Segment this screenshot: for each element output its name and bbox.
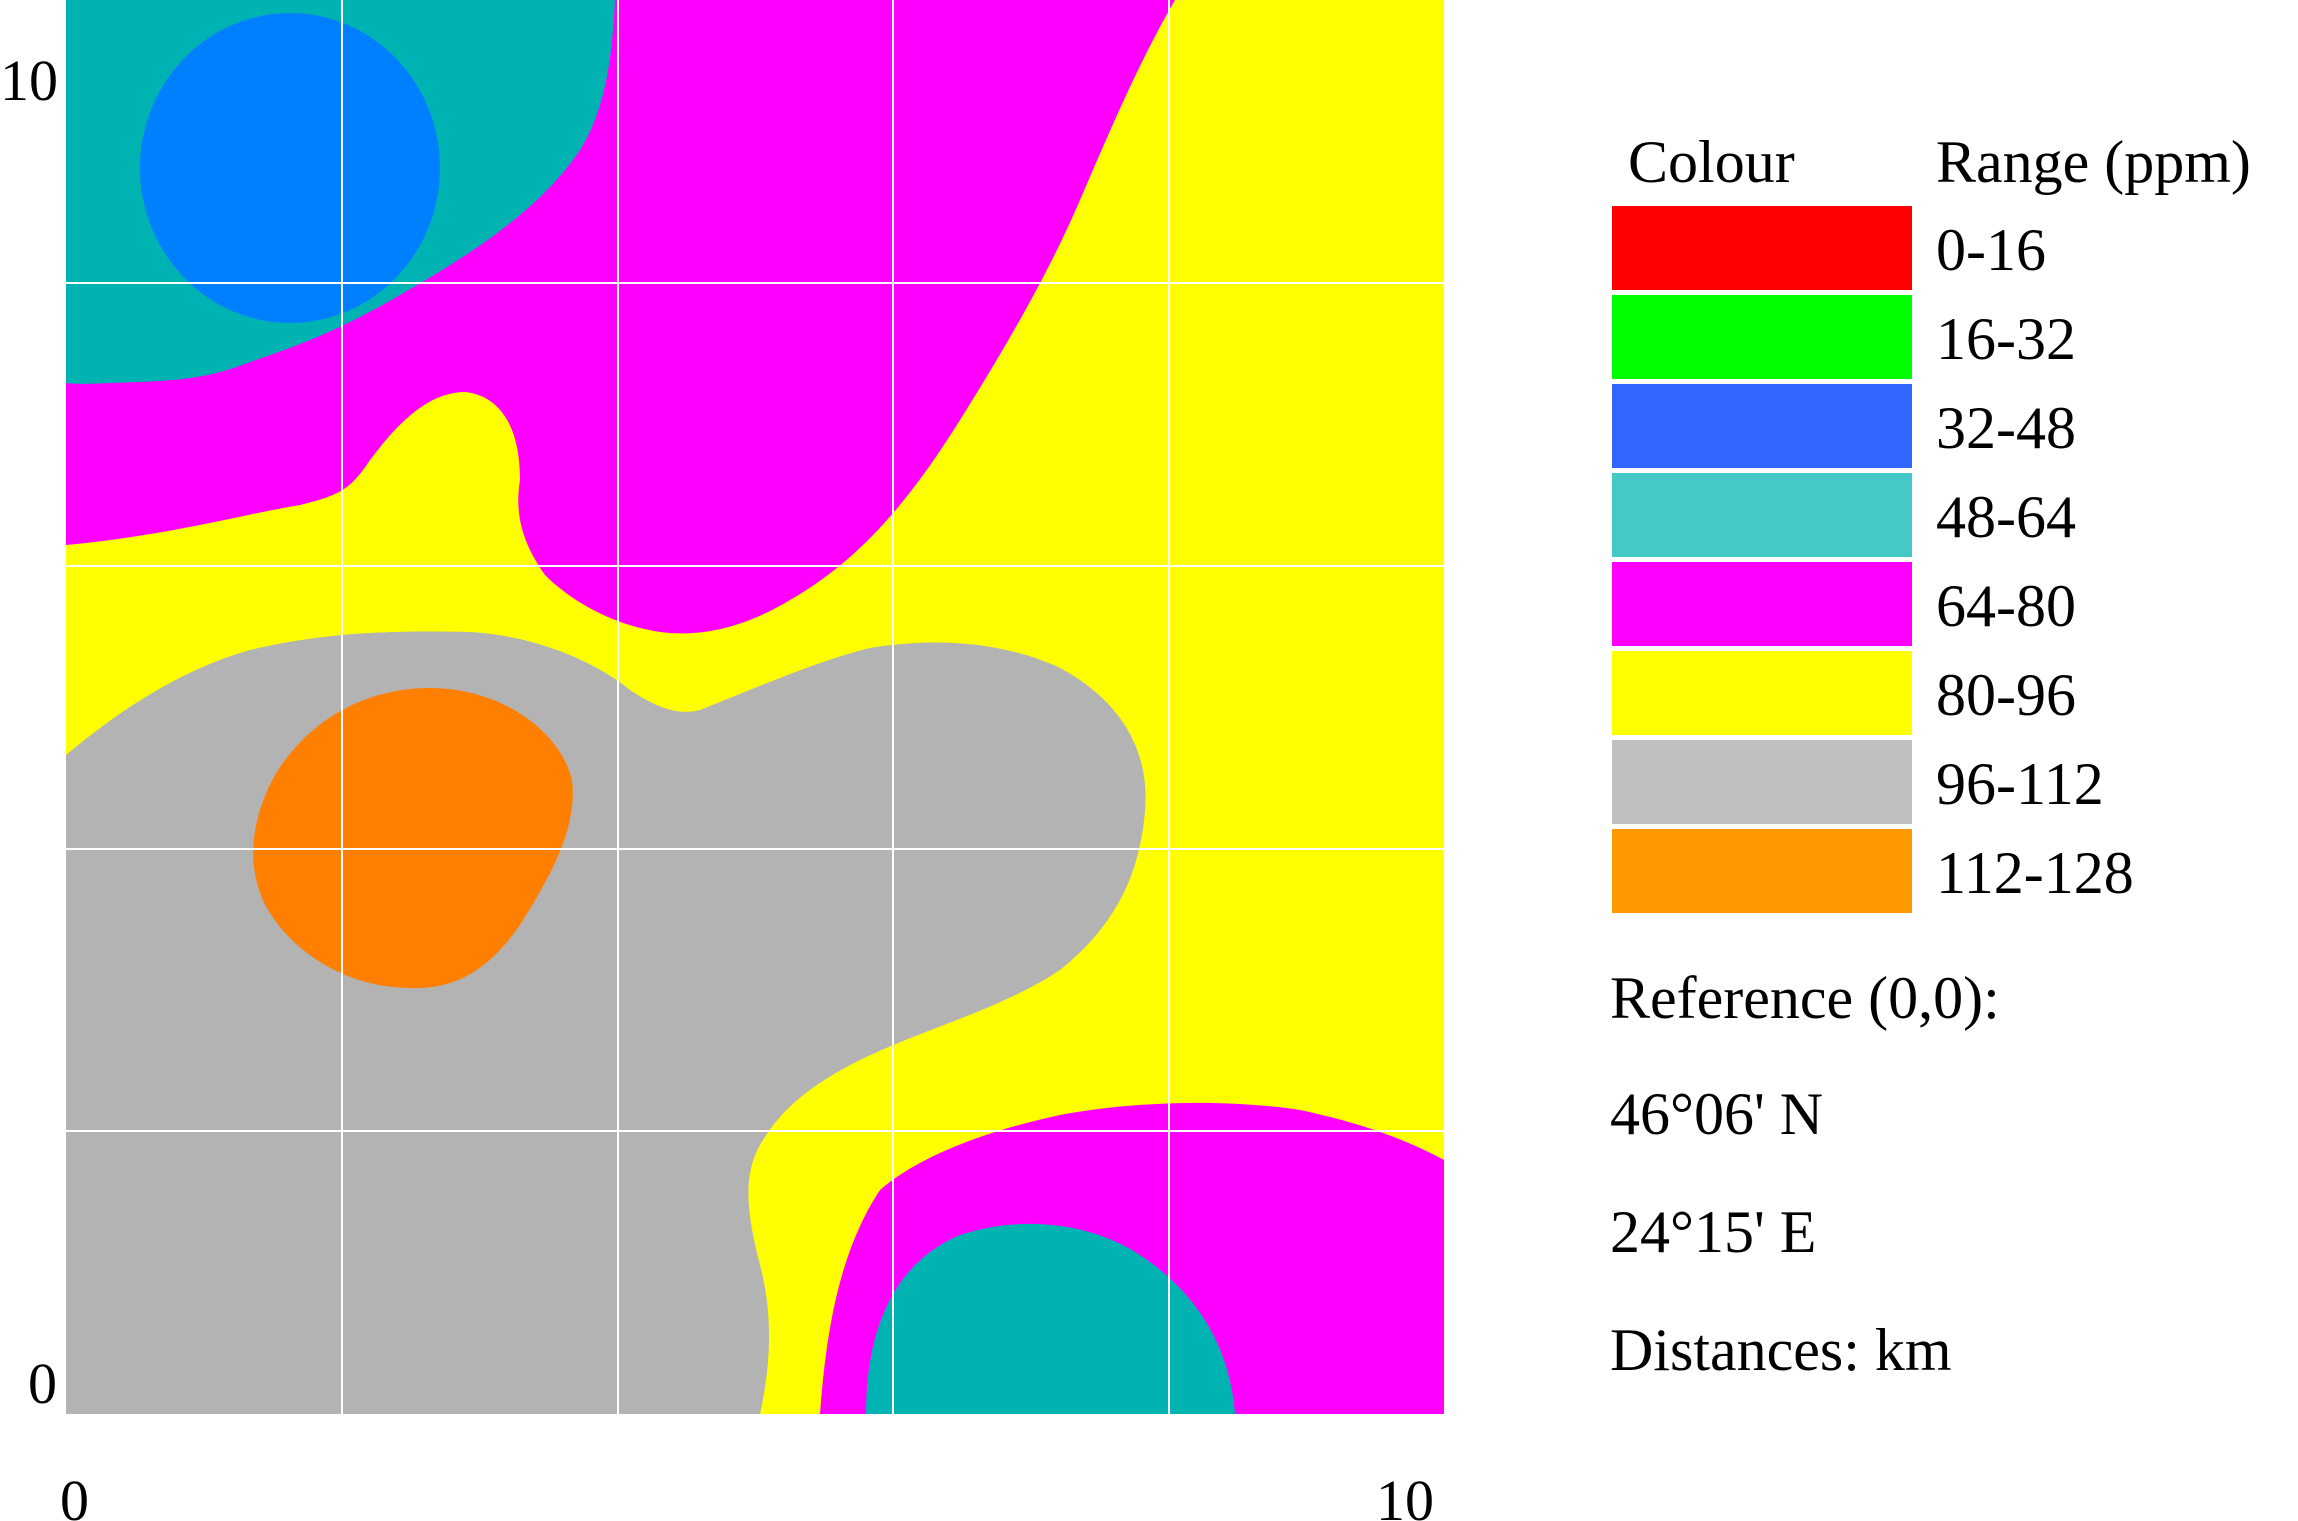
- reference-label: Reference (0,0):: [1610, 965, 2000, 1031]
- legend-item: 0-16: [1612, 206, 2298, 290]
- legend-swatch: [1612, 651, 1912, 735]
- legend-swatch: [1612, 829, 1912, 913]
- x-axis-min-label: 0: [60, 1468, 89, 1521]
- legend-item: 96-112: [1612, 740, 2298, 824]
- legend-item: 112-128: [1612, 829, 2298, 913]
- region-orange-central: [253, 688, 573, 989]
- reference-longitude: 24°15' E: [1610, 1199, 1817, 1265]
- legend-item: 48-64: [1612, 473, 2298, 557]
- legend-item: 32-48: [1612, 384, 2298, 468]
- legend-range-label: 48-64: [1936, 484, 2076, 550]
- legend-item: 80-96: [1612, 651, 2298, 735]
- legend-swatch: [1612, 295, 1912, 379]
- reference-latitude: 46°06' N: [1610, 1081, 1824, 1147]
- y-axis-max-label: 10: [0, 48, 58, 113]
- legend-colour-header: Colour: [1628, 129, 1795, 195]
- legend-range-label: 96-112: [1936, 751, 2104, 817]
- legend-range-label: 112-128: [1936, 840, 2134, 906]
- legend-swatch: [1612, 384, 1912, 468]
- region-blue-upper-left: [140, 13, 440, 323]
- legend-range-header: Range (ppm): [1936, 129, 2251, 195]
- legend-item: 64-80: [1612, 562, 2298, 646]
- legend-range-label: 16-32: [1936, 306, 2076, 372]
- y-axis-min-label: 0: [28, 1351, 57, 1416]
- x-axis-max-label: 10: [1376, 1468, 1434, 1521]
- legend-range-label: 80-96: [1936, 662, 2076, 728]
- legend-swatch: [1612, 740, 1912, 824]
- legend-swatch: [1612, 473, 1912, 557]
- legend-swatch: [1612, 562, 1912, 646]
- distance-units: Distances: km: [1610, 1317, 1952, 1383]
- legend-range-label: 32-48: [1936, 395, 2076, 461]
- legend-swatch: [1612, 206, 1912, 290]
- legend-range-label: 0-16: [1936, 217, 2046, 283]
- legend-item: 16-32: [1612, 295, 2298, 379]
- region-teal-lower-right: [866, 1223, 1235, 1414]
- legend-range-label: 64-80: [1936, 573, 2076, 639]
- grid-lines: [66, 0, 1444, 1414]
